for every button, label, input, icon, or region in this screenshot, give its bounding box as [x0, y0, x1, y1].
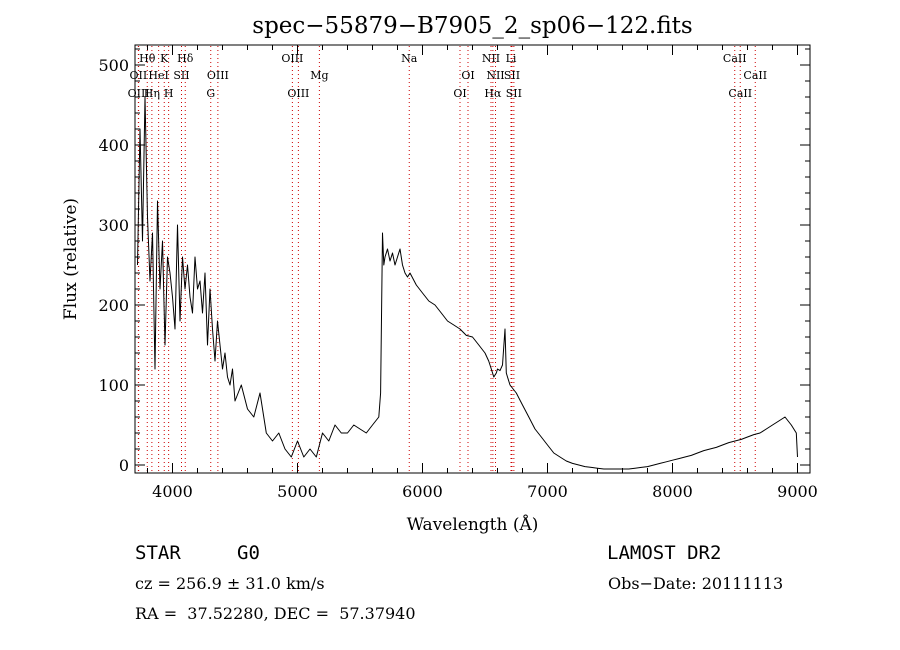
line-label-20: Li — [506, 52, 517, 65]
redshift-velocity: cz = 256.9 ± 31.0 km/s — [135, 574, 325, 593]
y-tick-label-0: 0 — [119, 456, 129, 475]
y-tick-label-3: 300 — [98, 216, 129, 235]
observation-date: Obs−Date: 20111113 — [608, 574, 784, 593]
line-label-23: CaII — [723, 52, 747, 65]
line-label-25: CaII — [728, 87, 752, 100]
x-tick-label-4: 8000 — [652, 482, 693, 501]
line-label-22: SII — [506, 87, 522, 100]
y-axis-label: Flux (relative) — [61, 198, 81, 320]
y-tick-label-5: 500 — [98, 56, 129, 75]
line-label-6: Hδ — [177, 52, 194, 65]
ra-dec-coordinates: RA = 37.52280, DEC = 57.37940 — [135, 604, 416, 623]
line-label-7: SII — [173, 69, 189, 82]
line-label-14: Na — [401, 52, 418, 65]
line-label-13: OIII — [287, 87, 309, 100]
object-subclass: G0 — [237, 542, 260, 564]
x-tick-label-0: 4000 — [152, 482, 193, 501]
line-label-0: Hθ — [139, 52, 156, 65]
x-axis-label: Wavelength (Å) — [407, 514, 539, 535]
line-label-11: OIII — [281, 52, 303, 65]
line-label-19: Hα — [484, 87, 502, 100]
spectrum-line — [137, 96, 798, 470]
line-label-1: OII — [130, 69, 148, 82]
x-tick-label-3: 7000 — [527, 482, 568, 501]
line-label-17: NII — [482, 52, 500, 65]
y-tick-label-4: 400 — [98, 136, 129, 155]
x-tick-label-1: 5000 — [277, 482, 318, 501]
line-label-18: NII — [486, 69, 504, 82]
line-label-16: OI — [453, 87, 466, 100]
chart-title: spec−55879−B7905_2_sp06−122.fits — [252, 13, 692, 39]
object-class: STAR — [135, 542, 181, 564]
line-label-10: G — [206, 87, 215, 100]
x-tick-label-2: 6000 — [402, 482, 443, 501]
y-tick-label-1: 100 — [98, 376, 129, 395]
line-label-21: SII — [504, 69, 520, 82]
x-tick-label-5: 9000 — [777, 482, 818, 501]
line-label-3: K — [160, 52, 169, 65]
line-label-5: Hη — [144, 87, 160, 100]
line-label-12: Mg — [310, 69, 328, 82]
line-label-24: CaII — [743, 69, 767, 82]
survey-name: LAMOST DR2 — [607, 542, 722, 564]
line-label-4: HeI — [148, 69, 168, 82]
line-label-15: OI — [461, 69, 474, 82]
plot-frame — [134, 44, 811, 474]
line-label-8: H — [164, 87, 174, 100]
line-label-9: OIII — [207, 69, 229, 82]
y-tick-label-2: 200 — [98, 296, 129, 315]
line-label-2: OIII — [128, 87, 150, 100]
